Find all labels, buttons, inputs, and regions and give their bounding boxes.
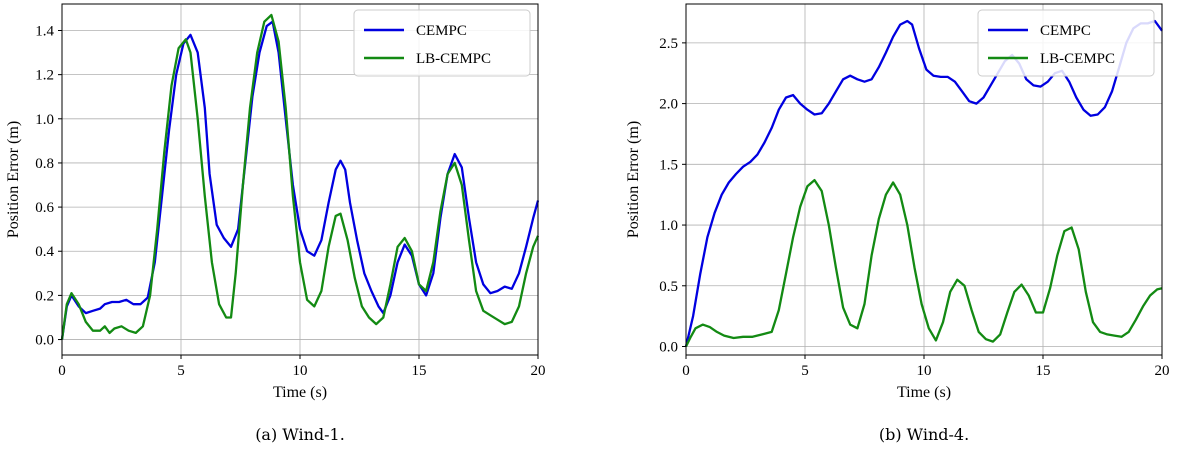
y-axis-label: Position Error (m) [5, 121, 22, 238]
x-tick-label: 10 [917, 363, 932, 379]
series-line-lb-cempc [684, 178, 1163, 348]
chart-wind-4: 0 5 10 15 20 0.0 0.5 1.0 1.5 2.0 2.5 Time (s) Positi… [625, 3, 1170, 444]
y-tick-label: 0.6 [35, 200, 54, 216]
series-line-lb-cempc [60, 13, 540, 340]
x-tick-label: 20 [1155, 363, 1170, 379]
x-tick-label: 0 [58, 363, 66, 379]
y-tick-label: 0.0 [35, 333, 54, 349]
figure-caption: (b) Wind-4. [879, 425, 969, 444]
legend-label-lb-cempc: LB-CEMPC [1040, 51, 1115, 67]
x-axis-label: Time (s) [897, 384, 951, 401]
x-tick-label: 10 [293, 363, 308, 379]
legend-label-cempc: CEMPC [416, 23, 467, 39]
y-tick-label: 0.5 [659, 279, 678, 295]
y-tick-label: 0.2 [35, 288, 54, 304]
x-tick-label: 5 [177, 363, 185, 379]
x-tick-label: 15 [1036, 363, 1051, 379]
y-tick-label: 1.5 [659, 157, 678, 173]
x-axis-label: Time (s) [273, 384, 327, 401]
legend: CEMPC LB-CEMPC [977, 9, 1155, 77]
y-tick-label: 1.4 [35, 23, 54, 39]
y-tick-label: 0.8 [35, 156, 54, 172]
legend: CEMPC LB-CEMPC [353, 9, 531, 77]
y-tick-label: 2.0 [659, 97, 678, 113]
chart-wind-1: 0 5 10 15 20 0.0 0.2 0.4 0.6 0.8 1.0 1.2 1.4 Time (s)… [5, 3, 546, 444]
legend-label-cempc: CEMPC [1040, 23, 1091, 39]
legend-box [353, 9, 531, 77]
legend-box [977, 9, 1155, 77]
y-tick-label: 1.2 [35, 68, 54, 84]
chart-panel-wind-1: 0 5 10 15 20 0.0 0.2 0.4 0.6 0.8 1.0 1.2 1.4 Time (s)… [0, 0, 590, 462]
x-tick-label: 5 [801, 363, 809, 379]
chart-panel-wind-4: 0 5 10 15 20 0.0 0.5 1.0 1.5 2.0 2.5 Time (s) Positi… [590, 0, 1182, 462]
y-tick-label: 1.0 [659, 218, 678, 234]
x-tick-label: 15 [412, 363, 427, 379]
y-axis-label: Position Error (m) [625, 121, 642, 238]
x-tick-label: 20 [531, 363, 546, 379]
y-tick-label: 2.5 [659, 36, 678, 52]
x-tick-label: 0 [682, 363, 690, 379]
figure-caption: (a) Wind-1. [255, 425, 345, 444]
series-line-cempc [60, 20, 540, 340]
y-tick-label: 0.0 [659, 339, 678, 355]
legend-label-lb-cempc: LB-CEMPC [416, 51, 491, 67]
y-tick-label: 1.0 [35, 112, 54, 128]
series-line-cempc [684, 19, 1163, 347]
y-tick-label: 0.4 [35, 244, 54, 260]
